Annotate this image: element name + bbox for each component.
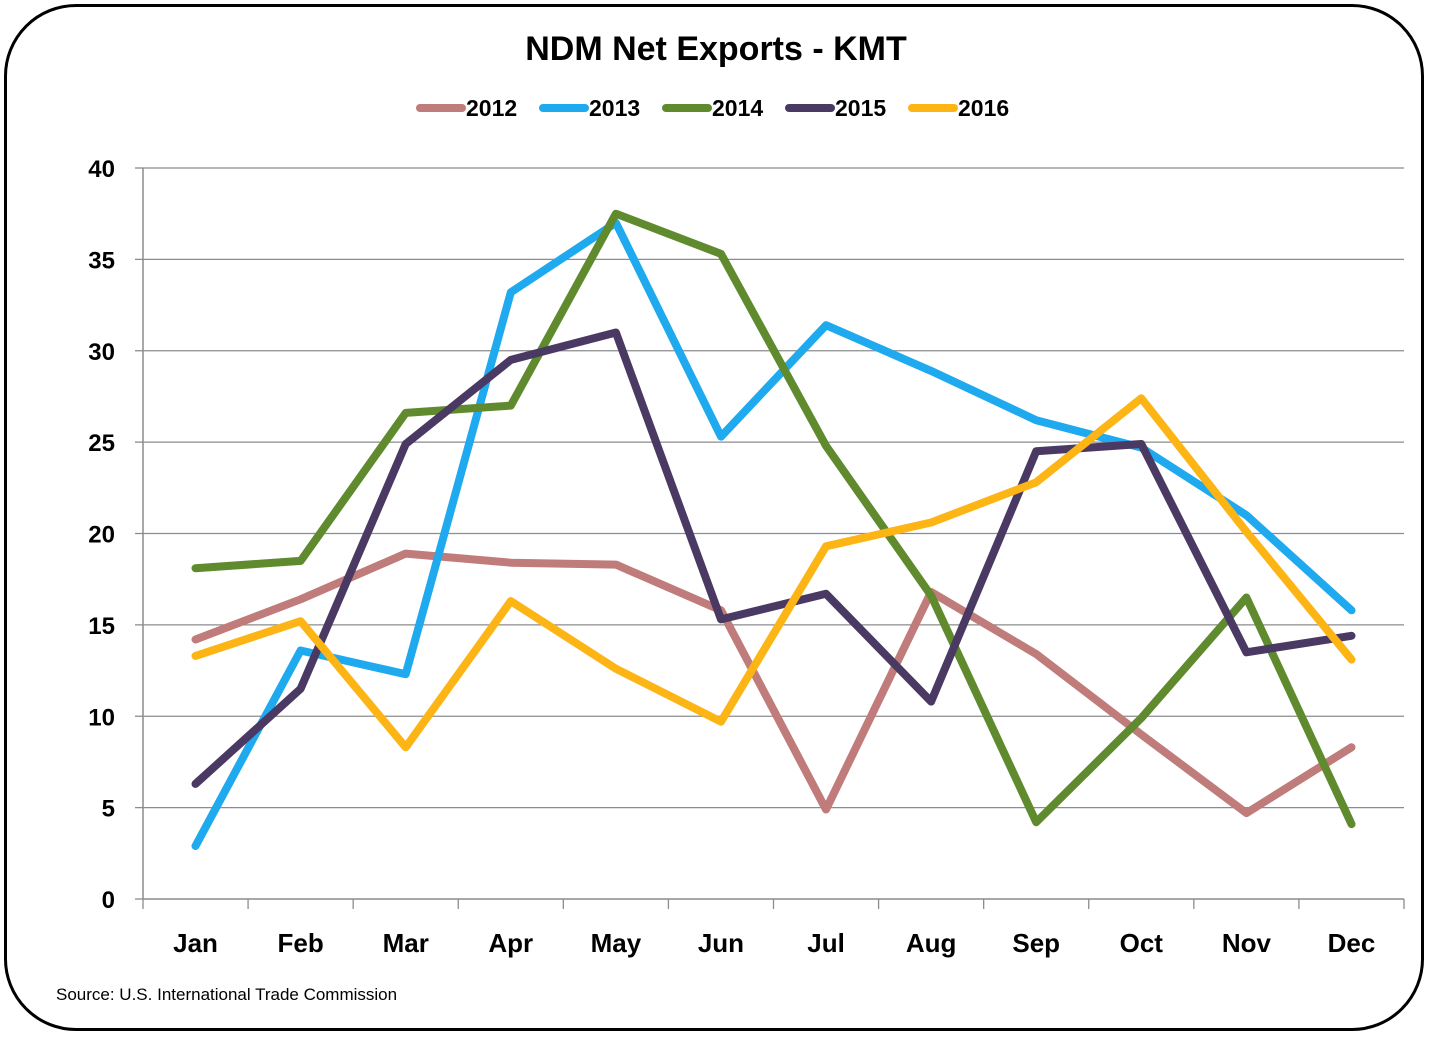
legend-item-2013: 2013 <box>539 95 640 121</box>
x-tick-label-oct: Oct <box>1120 928 1164 958</box>
x-tick-label-jan: Jan <box>173 928 218 958</box>
legend-label-2012: 2012 <box>466 95 517 121</box>
x-tick-label-apr: Apr <box>488 928 533 958</box>
legend-label-2013: 2013 <box>589 95 640 121</box>
y-tick-label-5: 5 <box>102 796 115 823</box>
legend-item-2015: 2015 <box>785 95 886 121</box>
x-tick-label-jun: Jun <box>698 928 744 958</box>
x-tick-label-nov: Nov <box>1222 928 1272 958</box>
y-tick-label-0: 0 <box>102 887 115 914</box>
x-axis-ticks: Jan Feb Mar Apr May Jun Jul Aug Sep Oct Nov Dec <box>142 899 1405 958</box>
legend: 2012 2013 2014 2015 2016 <box>416 95 1009 121</box>
x-tick-label-may: May <box>591 928 642 958</box>
legend-item-2016: 2016 <box>908 95 1009 121</box>
legend-item-2014: 2014 <box>662 95 763 121</box>
series-lines <box>191 209 1356 850</box>
x-tick-label-aug: Aug <box>906 928 957 958</box>
y-tick-label-10: 10 <box>88 704 115 731</box>
gridlines <box>143 167 1404 809</box>
legend-label-2015: 2015 <box>835 95 886 121</box>
legend-label-2014: 2014 <box>712 95 763 121</box>
series-line-2016 <box>191 394 1356 752</box>
series-line-2012 <box>191 549 1356 818</box>
y-tick-label-20: 20 <box>88 522 115 549</box>
legend-item-2012: 2012 <box>416 95 517 121</box>
y-tick-label-30: 30 <box>88 339 115 366</box>
y-tick-label-35: 35 <box>88 247 115 274</box>
y-tick-label-25: 25 <box>88 430 115 457</box>
series-line-2015 <box>191 328 1356 788</box>
x-tick-label-dec: Dec <box>1328 928 1376 958</box>
y-tick-label-15: 15 <box>88 613 115 640</box>
series-line-2013 <box>191 218 1356 850</box>
y-axis-ticks: 0 5 10 15 20 25 30 35 40 <box>88 156 143 914</box>
x-tick-label-feb: Feb <box>278 928 324 958</box>
x-tick-label-sep: Sep <box>1012 928 1060 958</box>
chart-title: NDM Net Exports - KMT <box>525 30 907 68</box>
x-tick-label-mar: Mar <box>383 928 429 958</box>
y-tick-label-40: 40 <box>88 156 115 183</box>
chart-frame <box>4 4 1424 1031</box>
x-tick-label-jul: Jul <box>807 928 845 958</box>
source-note: Source: U.S. International Trade Commiss… <box>56 985 397 1004</box>
legend-label-2016: 2016 <box>958 95 1009 121</box>
series-line-2014 <box>191 209 1356 829</box>
